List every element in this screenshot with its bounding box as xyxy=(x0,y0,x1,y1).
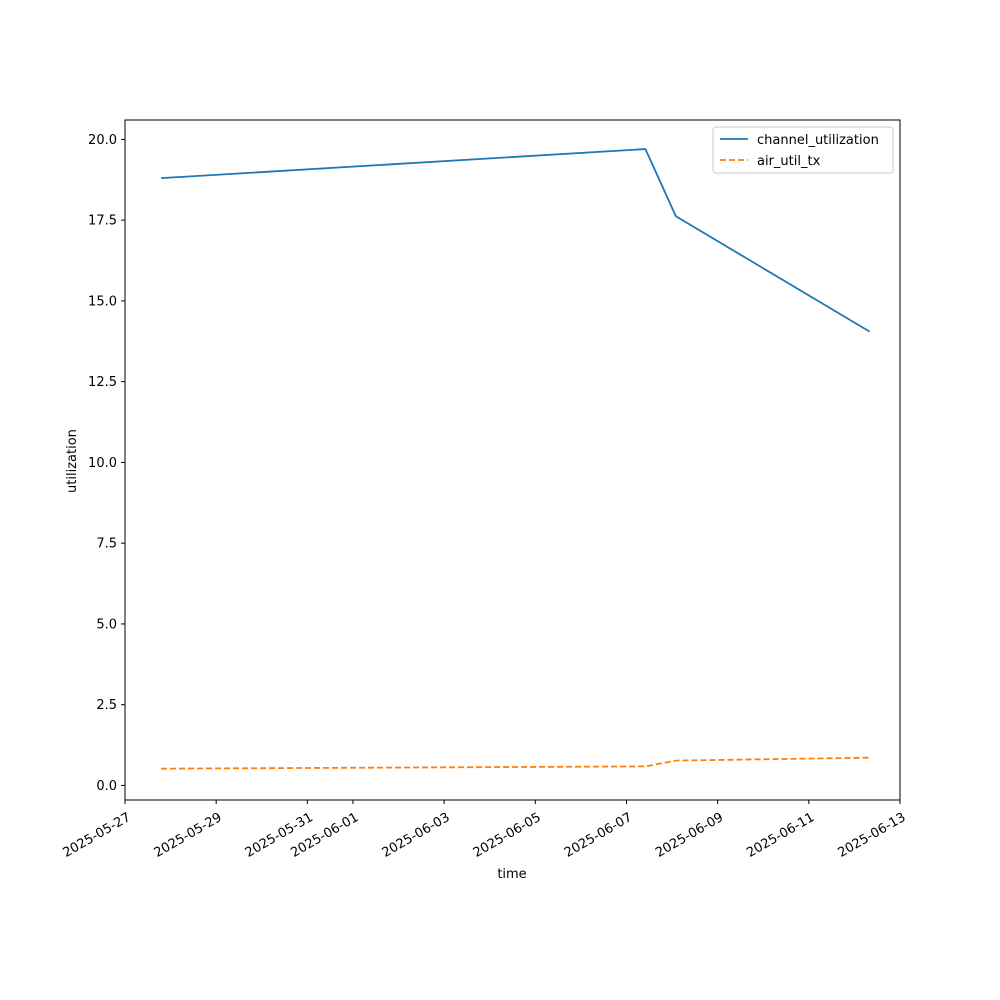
legend-label-air-util-tx: air_util_tx xyxy=(757,154,821,169)
legend-label-channel-utilization: channel_utilization xyxy=(757,133,879,148)
y-tick-label: 2.5 xyxy=(96,698,117,713)
series-layer xyxy=(161,148,871,770)
y-axis-label: utilization xyxy=(65,429,80,493)
y-tick-label: 15.0 xyxy=(88,294,117,309)
legend-box xyxy=(712,126,894,174)
y-tick-label: 7.5 xyxy=(96,537,117,552)
series-line-air-util-tx xyxy=(161,756,870,770)
x-axis-label: time xyxy=(497,867,526,882)
y-tick-label: 17.5 xyxy=(88,214,117,229)
y-tick-label: 20.0 xyxy=(88,133,117,148)
y-axis: 0.0 2.5 5.0 7.5 10.0 12.5 15.0 17.5 20.0 xyxy=(88,133,125,794)
y-tick-label: 12.5 xyxy=(88,375,117,390)
y-tick-label: 5.0 xyxy=(96,617,117,632)
y-tick-label: 0.0 xyxy=(96,779,117,794)
axes-frame xyxy=(124,119,901,801)
y-tick-label: 10.0 xyxy=(88,456,117,471)
legend: channel_utilization air_util_tx xyxy=(712,126,894,174)
series-line-channel-utilization xyxy=(161,148,871,333)
